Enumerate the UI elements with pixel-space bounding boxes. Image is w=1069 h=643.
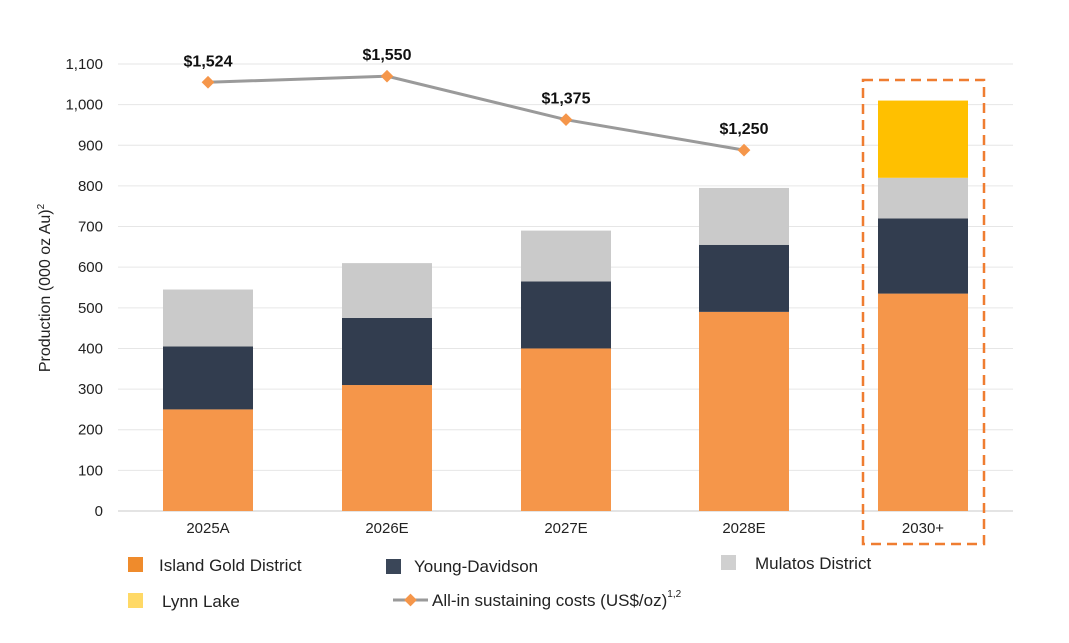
y-tick-label: 200: [78, 422, 103, 439]
x-tick-label: 2028E: [722, 520, 765, 537]
y-tick-label: 800: [78, 178, 103, 195]
bar-segment-young-davidson-2025a: [163, 346, 253, 410]
legend-marker-aisc: [404, 593, 417, 607]
bar-segment-island-gold-district-2028e: [699, 311, 789, 511]
bar-segment-young-davidson-2026e: [342, 317, 432, 386]
y-tick-label: 1,100: [65, 56, 103, 73]
x-tick-label: 2026E: [365, 520, 408, 537]
y-tick-label: 1,000: [65, 97, 103, 114]
aisc-marker: [201, 75, 215, 89]
bar-segment-young-davidson-2027e: [521, 281, 611, 349]
aisc-line-path: [207, 74, 745, 152]
aisc-data-label: $1,524: [184, 53, 233, 70]
y-tick-label: 300: [78, 381, 103, 398]
bar-segment-mulatos-district-2025a: [163, 289, 253, 347]
aisc-data-label: $1,375: [542, 91, 591, 108]
x-tick-label: 2025A: [186, 520, 229, 537]
aisc-line: $1,524 $1,550 $1,375 $1,250: [184, 47, 769, 157]
aisc-data-label: $1,550: [363, 47, 412, 64]
bar-segment-young-davidson-2028e: [699, 244, 789, 312]
bar-segment-mulatos-district-2026e: [342, 263, 432, 318]
y-tick-label: 400: [78, 340, 103, 357]
aisc-marker: [559, 113, 573, 127]
bar-segment-mulatos-district-2027e: [521, 230, 611, 282]
x-tick-label: 2030+: [902, 520, 944, 537]
bar-segment-island-gold-district-2030: [878, 293, 968, 511]
bar-segment-lynn-lake-2030: [878, 100, 968, 178]
legend: Island Gold District Young-Davidson Mula…: [128, 554, 871, 611]
bar-segment-island-gold-district-2026e: [342, 385, 432, 511]
x-tick-label: 2027E: [544, 520, 587, 537]
x-axis-ticks: 2025A 2026E 2027E 2028E 2030+: [186, 520, 944, 537]
y-axis-label: Production (000 oz Au)2: [36, 203, 54, 372]
bar-segment-island-gold-district-2027e: [521, 348, 611, 511]
legend-swatch-lynn-lake: [128, 593, 143, 608]
y-tick-label: 0: [95, 503, 103, 520]
bar-segment-island-gold-district-2025a: [163, 409, 253, 511]
legend-label-aisc: All-in sustaining costs (US$/oz)1,2: [432, 589, 682, 610]
aisc-data-label: $1,250: [720, 121, 769, 138]
highlight-box-2030: [861, 78, 986, 546]
legend-swatch-mulatos: [721, 555, 736, 570]
bar-segment-mulatos-district-2028e: [699, 187, 789, 245]
legend-label-mulatos: Mulatos District: [755, 554, 871, 573]
legend-swatch-young-davidson: [386, 559, 401, 574]
y-tick-label: 900: [78, 137, 103, 154]
bar-segment-young-davidson-2030: [878, 218, 968, 294]
y-tick-label: 500: [78, 300, 103, 317]
bar-segment-mulatos-district-2030: [878, 177, 968, 219]
aisc-marker: [380, 69, 394, 83]
y-axis-ticks: 0 100 200 300 400 500 600 700 800 900 1,000 1,100: [65, 56, 103, 520]
y-tick-label: 100: [78, 462, 103, 479]
legend-label-lynn-lake: Lynn Lake: [162, 592, 240, 611]
legend-label-island-gold: Island Gold District: [159, 556, 302, 575]
legend-swatch-island-gold: [128, 557, 143, 572]
stacked-bars: [163, 100, 968, 511]
legend-label-young-davidson: Young-Davidson: [414, 557, 538, 576]
y-tick-label: 600: [78, 259, 103, 276]
y-tick-label: 700: [78, 219, 103, 236]
